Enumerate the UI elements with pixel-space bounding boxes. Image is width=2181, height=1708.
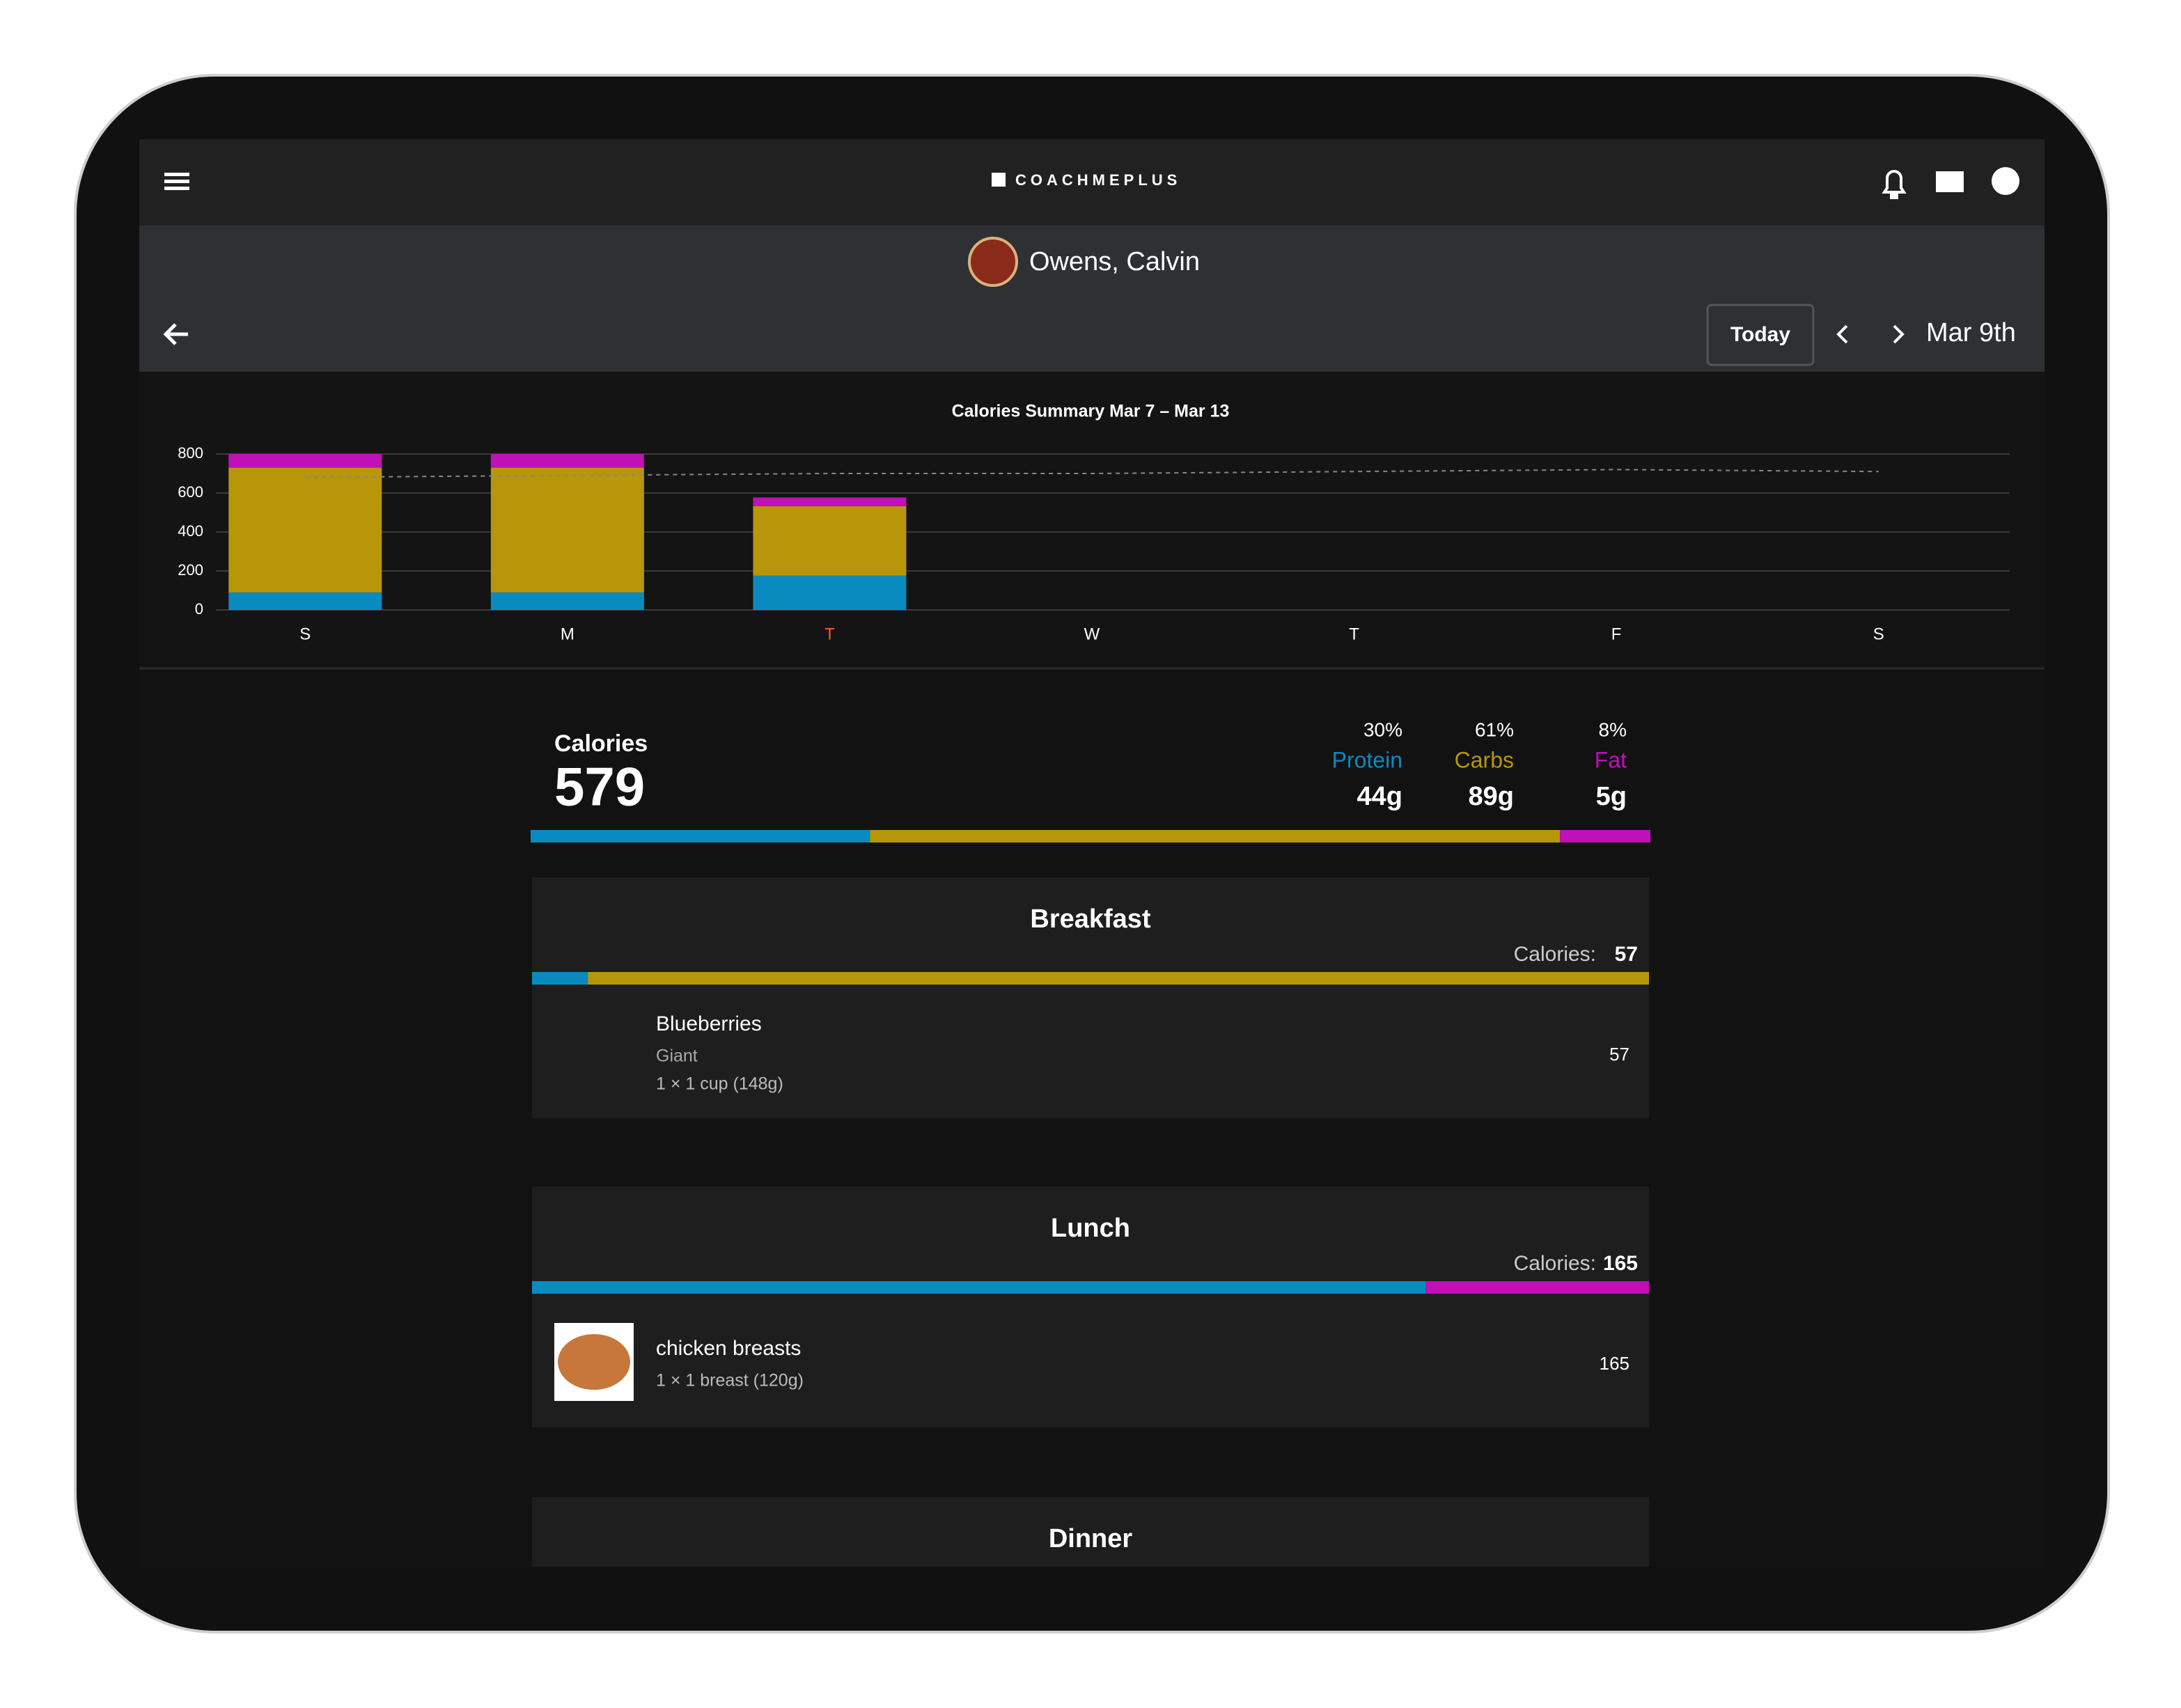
back-arrow[interactable] — [163, 323, 188, 345]
x-tick-label: T — [824, 625, 835, 643]
food-brand: Giant — [656, 1047, 698, 1066]
bar-segment — [228, 467, 382, 593]
macro-percent: 30% — [1363, 719, 1402, 740]
y-tick-label: 600 — [178, 483, 203, 501]
goal-line — [305, 469, 1879, 478]
food-name: chicken breasts — [656, 1337, 801, 1360]
prev-day[interactable] — [1836, 324, 1848, 344]
meal-macro-bar — [1425, 1281, 1649, 1294]
y-tick-label: 200 — [178, 561, 203, 579]
macro-name: Carbs — [1455, 747, 1514, 772]
macro-bar — [1560, 830, 1650, 843]
next-day[interactable] — [1893, 324, 1905, 344]
help-icon[interactable] — [1992, 167, 2019, 195]
macro-percent: 8% — [1599, 719, 1627, 740]
food-calories: 165 — [1600, 1353, 1629, 1374]
meal-card — [532, 1497, 1649, 1567]
logo-mark — [992, 173, 1006, 187]
bar-segment — [228, 454, 382, 468]
chart-title: Calories Summary Mar 7 – Mar 13 — [952, 402, 1230, 421]
athlete-name: Owens, Calvin — [1029, 247, 1200, 276]
y-tick-label: 400 — [178, 522, 203, 540]
meal-title: Dinner — [1049, 1524, 1133, 1553]
bar-segment — [490, 454, 644, 468]
meal-title: Breakfast — [1030, 904, 1151, 934]
calories-label: Calories — [554, 730, 648, 757]
x-tick-label: F — [1611, 625, 1622, 643]
top-bar — [139, 139, 2045, 226]
mail-icon[interactable] — [1936, 171, 1964, 192]
macro-grams: 5g — [1596, 782, 1627, 811]
macro-bar — [870, 830, 1561, 843]
macro-percent: 61% — [1475, 719, 1514, 740]
meal-macro-bar — [588, 972, 1650, 985]
meal-calories-label: Calories: — [1514, 943, 1596, 966]
macro-grams: 89g — [1469, 782, 1514, 811]
meal-card — [532, 877, 1649, 1118]
food-serving: 1 × 1 cup (148g) — [656, 1074, 783, 1094]
y-tick-label: 0 — [195, 600, 203, 618]
food-name: Blueberries — [656, 1012, 762, 1035]
profile-bar — [139, 226, 2045, 372]
x-tick-label: S — [299, 625, 311, 643]
bar-segment — [490, 467, 644, 593]
calories-total: 579 — [554, 756, 645, 817]
avatar — [968, 237, 1018, 287]
macro-bar — [531, 830, 870, 843]
date: Mar 9th — [1926, 318, 2016, 347]
meal-macro-bar — [532, 972, 588, 985]
meal-title: Lunch — [1051, 1214, 1130, 1243]
chart-area — [139, 372, 2045, 668]
bar-segment — [753, 497, 907, 507]
macro-grams: 44g — [1357, 782, 1402, 811]
meal-macro-bar — [532, 1281, 1426, 1294]
meal-card — [532, 1186, 1649, 1427]
meal-calories-value: 165 — [1603, 1252, 1638, 1275]
food-calories: 57 — [1609, 1044, 1629, 1065]
x-tick-label: W — [1084, 625, 1100, 643]
macro-name: Fat — [1595, 747, 1627, 772]
meal-calories-value: 57 — [1615, 943, 1638, 966]
macro-name: Protein — [1332, 747, 1402, 772]
logo: COACHMEPLUS — [1015, 171, 1181, 189]
bar-segment — [753, 506, 907, 576]
today-button[interactable] — [1706, 304, 1815, 366]
food-serving: 1 × 1 breast (120g) — [656, 1371, 804, 1390]
x-tick-label: S — [1873, 625, 1884, 643]
bell-icon[interactable] — [1882, 170, 1907, 199]
bar-segment — [228, 592, 382, 610]
bar-segment — [753, 575, 907, 610]
bar-segment — [490, 592, 644, 610]
menu-icon[interactable] — [164, 173, 189, 190]
today-label[interactable]: Today — [1730, 323, 1790, 346]
y-tick-label: 800 — [178, 444, 203, 462]
x-tick-label: M — [561, 625, 574, 643]
meal-calories-label: Calories: — [1514, 1252, 1596, 1275]
food-image-content — [558, 1334, 630, 1390]
x-tick-label: T — [1349, 625, 1359, 643]
